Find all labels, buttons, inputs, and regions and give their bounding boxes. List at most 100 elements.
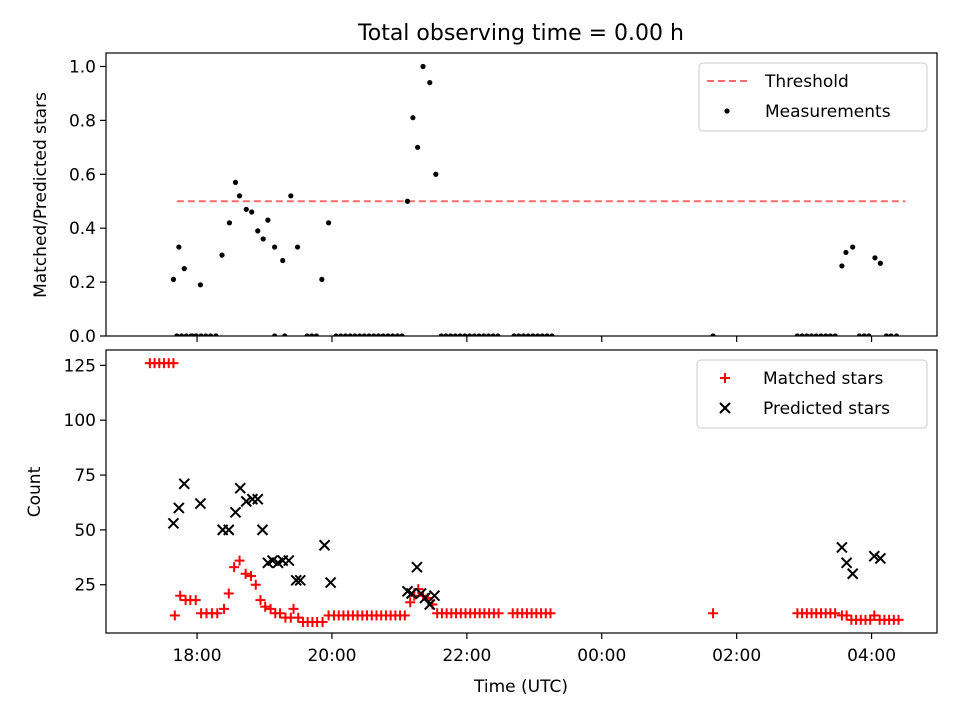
measurement-point: [804, 333, 810, 336]
measurement-point: [799, 333, 805, 336]
x-stroke-b: [411, 561, 423, 573]
measurement-point: [272, 333, 278, 336]
matched-star-point: [260, 601, 271, 612]
x-stroke-b: [194, 497, 207, 510]
bottom-axes-frame: [105, 349, 938, 634]
measurement-point: [352, 333, 358, 336]
measurement-point: [361, 333, 367, 336]
top-y-tick-label: 0.8: [69, 111, 96, 131]
measurement-point: [174, 333, 180, 336]
measurement-point: [183, 333, 189, 336]
measurement-point: [338, 333, 344, 336]
measurement-point: [375, 333, 382, 336]
measurement-point: [380, 333, 386, 336]
predicted-star-point: [324, 576, 337, 589]
x-stroke-b: [401, 585, 414, 598]
measurement-point: [176, 244, 182, 250]
measurement-point: [438, 333, 444, 336]
predicted-star-point: [868, 550, 880, 562]
legend-matched-swatch: [720, 373, 730, 383]
measurement-point: [255, 228, 261, 234]
measurement-point: [170, 276, 177, 282]
measurement-point: [249, 209, 255, 215]
predicted-star-point: [240, 495, 253, 508]
measurement-point: [260, 236, 266, 242]
measurement-point: [549, 333, 555, 336]
measurement-point: [333, 333, 339, 336]
measurement-point: [877, 260, 883, 266]
measurement-point: [471, 333, 477, 336]
measurement-point: [347, 333, 353, 336]
predicted-star-point: [419, 592, 431, 604]
measurement-point: [282, 333, 288, 336]
x-stroke-b: [719, 402, 731, 414]
measurement-point: [516, 333, 522, 336]
x-tick-label: 00:00: [577, 646, 626, 666]
matched-star-point: [275, 608, 286, 619]
measurement-point: [189, 333, 195, 336]
measurement-point: [410, 115, 416, 121]
predicted-star-point: [229, 506, 242, 519]
measurement-point: [535, 333, 541, 336]
measurement-point: [399, 333, 405, 336]
x-stroke-b: [283, 554, 295, 567]
legend-label: Threshold: [764, 72, 849, 92]
measurement-point: [304, 333, 310, 336]
measurement-point: [342, 333, 349, 336]
chart-title: Total observing time = 0.00 h: [357, 21, 684, 46]
measurement-point: [495, 333, 501, 336]
measurement-point: [371, 333, 377, 336]
x-stroke-b: [173, 502, 185, 514]
legend-box: [698, 62, 928, 132]
matched-star-point: [493, 608, 504, 619]
legend-measurement-swatch: [724, 108, 730, 114]
matched-star-point: [169, 610, 180, 621]
measurement-point: [893, 333, 900, 336]
measurement-point: [888, 333, 894, 336]
measurement-point: [808, 333, 815, 336]
x-stroke-b: [419, 592, 431, 604]
matched-star-point: [545, 608, 556, 619]
measurement-point: [198, 333, 204, 336]
measurement-point: [280, 257, 286, 264]
top-y-tick-label: 0.4: [69, 219, 96, 239]
matched-star-point: [830, 608, 841, 619]
predicted-star-point: [411, 561, 423, 573]
x-tick-label: 02:00: [712, 646, 761, 666]
measurement-point: [823, 333, 829, 336]
matched-star-point: [229, 562, 240, 573]
x-stroke-b: [167, 517, 180, 530]
predicted-star-point: [846, 568, 859, 580]
matched-star-point: [190, 595, 201, 606]
matched-star-point: [234, 555, 245, 566]
measurement-point: [843, 249, 849, 256]
legend-label: Predicted stars: [763, 399, 890, 419]
measurement-point: [710, 333, 716, 336]
predicted-star-point: [294, 574, 306, 587]
predicted-star-point: [173, 502, 185, 514]
measurement-point: [219, 252, 225, 258]
measurement-point: [481, 333, 487, 336]
bottom-y-axis-label: Count: [25, 466, 45, 517]
measurement-point: [856, 333, 863, 336]
top-y-axis-label: Matched/Predicted stars: [31, 92, 51, 298]
x-stroke-b: [318, 539, 331, 551]
predicted-star-point: [318, 539, 331, 551]
measurement-point: [813, 333, 819, 336]
bottom-y-tick-label: 125: [64, 356, 96, 376]
predicted-star-point: [167, 517, 180, 530]
measurement-point: [452, 333, 458, 336]
predicted-star-point: [424, 598, 436, 611]
x-stroke-b: [290, 574, 302, 587]
legend-predicted-swatch: [719, 402, 731, 414]
measurement-point: [243, 206, 249, 212]
measurement-point: [236, 193, 243, 199]
x-tick-label: 20:00: [307, 646, 356, 666]
x-stroke-b: [252, 493, 264, 505]
matched-star-point: [293, 612, 304, 623]
measurement-point: [203, 333, 209, 336]
bottom-y-tick-label: 25: [74, 576, 96, 596]
measurement-point: [390, 333, 396, 336]
top-y-tick-label: 1.0: [69, 57, 96, 77]
measurement-point: [197, 282, 204, 288]
